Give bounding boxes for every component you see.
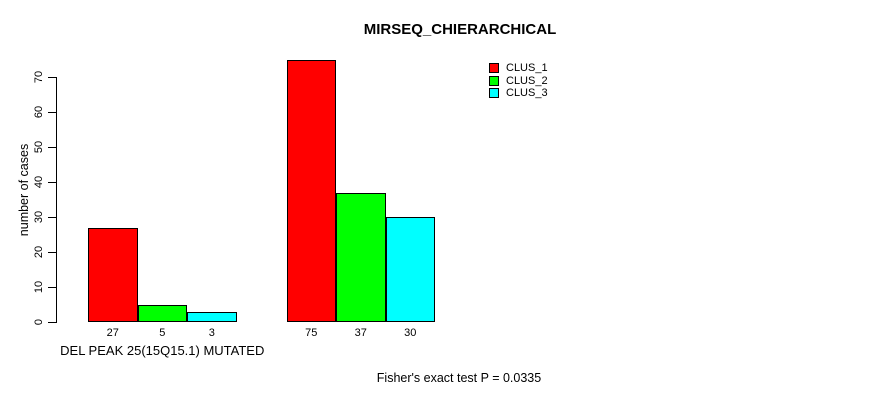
chart-title: MIRSEQ_CHIERARCHICAL [363, 21, 557, 38]
group-label: DEL PEAK 25(15Q15.1) MUTATED [60, 343, 265, 358]
bar-clus_1 [88, 227, 138, 322]
legend-row: CLUS_1 [489, 62, 548, 75]
y-tick-label: 0 [33, 318, 45, 326]
bar-clus_2 [137, 304, 187, 322]
bar-value-label: 37 [354, 327, 367, 339]
bar-value-label: 3 [208, 327, 215, 339]
y-tick-label: 30 [33, 210, 45, 224]
legend-swatch-clus_3 [489, 88, 499, 99]
bar-clus_3 [385, 217, 435, 322]
y-tick [48, 216, 56, 218]
y-tick [48, 111, 56, 113]
legend-label: CLUS_2 [506, 74, 548, 87]
legend-row: CLUS_2 [489, 75, 548, 88]
y-tick-label: 50 [33, 140, 45, 154]
bar-value-label: 27 [106, 327, 119, 339]
bar-value-label: 75 [305, 327, 318, 339]
bar-clus_3 [187, 311, 237, 322]
bar-value-label: 30 [404, 327, 417, 339]
legend-label: CLUS_3 [506, 87, 548, 100]
y-axis-line [56, 77, 57, 323]
y-axis-title: number of cases [17, 143, 31, 237]
legend-label: CLUS_1 [506, 62, 548, 75]
bar-value-label: 5 [159, 327, 166, 339]
bar-clus_2 [336, 192, 386, 322]
y-tick [48, 76, 56, 78]
y-tick [48, 286, 56, 288]
y-tick [48, 146, 56, 148]
y-tick [48, 251, 56, 253]
y-tick [48, 181, 56, 183]
y-tick-label: 70 [33, 70, 45, 84]
y-tick-label: 20 [33, 245, 45, 259]
y-tick-label: 10 [33, 280, 45, 294]
legend-row: CLUS_3 [489, 87, 548, 100]
y-tick-label: 40 [33, 175, 45, 189]
y-tick-label: 60 [33, 105, 45, 119]
legend: CLUS_1 CLUS_2 CLUS_3 [489, 62, 548, 100]
y-tick [48, 321, 56, 323]
fisher-test-annotation: Fisher's exact test P = 0.0335 [376, 371, 542, 385]
bar-clus_1 [286, 59, 336, 322]
legend-swatch-clus_1 [489, 63, 499, 74]
legend-swatch-clus_2 [489, 75, 499, 86]
